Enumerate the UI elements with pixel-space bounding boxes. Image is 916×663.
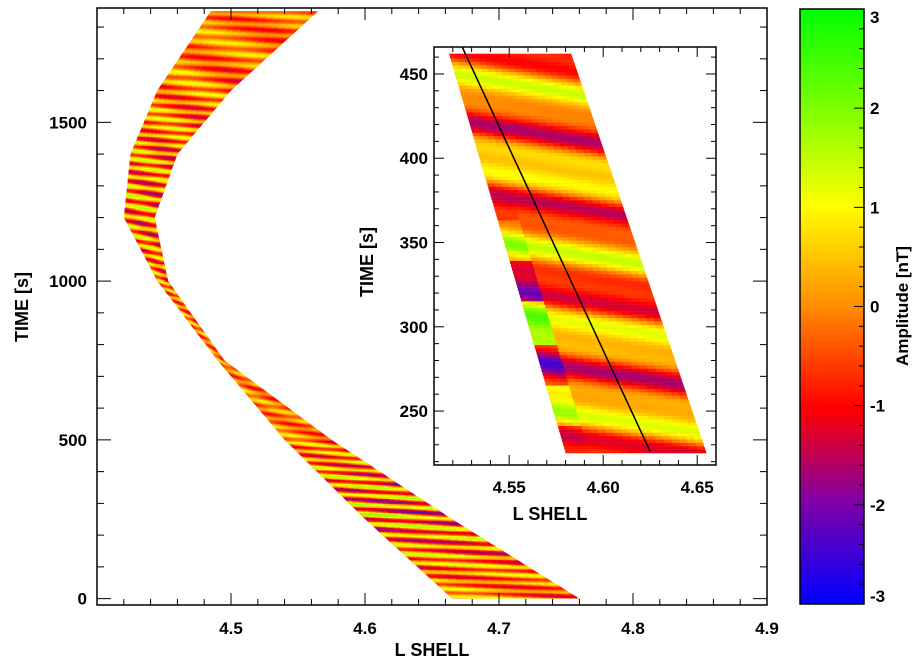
main-heatmap-cell bbox=[201, 326, 203, 331]
main-heatmap-cell bbox=[246, 375, 249, 379]
main-heatmap-cell bbox=[249, 377, 252, 381]
main-heatmap-cell bbox=[170, 282, 172, 286]
main-heatmap-cell bbox=[241, 371, 244, 375]
main-heatmap-cell bbox=[189, 310, 192, 314]
main-heatmap-cell bbox=[179, 296, 182, 300]
main-heatmap-cell bbox=[231, 363, 233, 367]
main-heatmap-cell bbox=[186, 305, 188, 309]
main-heatmap-cell bbox=[203, 329, 205, 333]
main-heatmap-cell bbox=[206, 333, 208, 337]
main-heatmap-cell bbox=[172, 286, 175, 290]
main-heatmap-cell bbox=[189, 309, 191, 313]
main-heatmap-cell bbox=[207, 334, 209, 338]
main-heatmap-cell bbox=[215, 345, 217, 350]
main-heatmap-cell bbox=[233, 365, 235, 369]
main-heatmap-cell bbox=[213, 343, 215, 347]
main-heatmap-cell bbox=[259, 385, 262, 389]
main-heatmap-cell bbox=[253, 380, 256, 384]
main-heatmap-cell bbox=[248, 376, 250, 380]
main-heatmap-cell bbox=[236, 367, 238, 371]
main-heatmap-cell bbox=[182, 300, 185, 304]
main-heatmap-cell bbox=[239, 370, 242, 374]
main-heatmap-cell bbox=[217, 348, 219, 352]
main-heatmap-cell bbox=[209, 338, 212, 342]
main-heatmap-cell bbox=[195, 318, 197, 322]
main-heatmap-cell bbox=[221, 354, 223, 358]
main-heatmap-cell bbox=[191, 312, 194, 317]
main-heatmap-cell bbox=[205, 331, 207, 336]
main-heatmap-cell bbox=[204, 330, 206, 334]
main-heatmap-cell bbox=[216, 347, 218, 351]
main-heatmap-cell bbox=[208, 337, 211, 341]
main-heatmap-cell bbox=[168, 279, 170, 284]
main-heatmap-cell bbox=[198, 323, 201, 327]
main-heatmap-cell bbox=[210, 339, 212, 343]
main-heatmap-cell bbox=[199, 324, 202, 328]
main-heatmap-cell bbox=[190, 311, 193, 315]
main-heatmap-cell bbox=[219, 352, 221, 356]
main-heatmap-cell bbox=[202, 328, 204, 332]
main-heatmap-cell bbox=[184, 302, 186, 306]
main-heatmap-cell bbox=[170, 283, 173, 287]
main-heatmap-cell bbox=[193, 315, 195, 319]
main-heatmap-cell bbox=[175, 290, 177, 294]
main-heatmap-cell bbox=[238, 368, 240, 372]
main-heatmap-cell bbox=[188, 307, 190, 311]
main-heatmap-cell bbox=[196, 319, 198, 323]
main-heatmap-cell bbox=[176, 291, 178, 295]
main-heatmap-cell bbox=[178, 293, 180, 297]
main-heatmap-cell bbox=[228, 361, 230, 365]
main-heatmap-cell bbox=[180, 297, 183, 301]
main-heatmap-cell bbox=[244, 373, 247, 378]
main-heatmap-cell bbox=[220, 353, 222, 357]
main-heatmap-cell bbox=[174, 288, 176, 292]
main-heatmap-cell bbox=[229, 362, 232, 366]
main-heatmap-cell bbox=[234, 366, 237, 370]
main-heatmap-cell bbox=[251, 378, 254, 383]
main-heatmap-cell bbox=[179, 295, 181, 299]
main-heatmap-cell bbox=[217, 349, 220, 353]
main-heatmap-cell bbox=[261, 386, 264, 390]
main-heatmap-cell bbox=[211, 340, 213, 344]
main-heatmap-cell bbox=[200, 325, 203, 329]
main-heatmap-cell bbox=[192, 314, 194, 318]
main-heatmap-cell bbox=[185, 304, 187, 308]
main-heatmap-cell bbox=[214, 344, 216, 348]
main-heatmap-cell bbox=[254, 381, 257, 385]
main-heatmap-cell bbox=[243, 372, 245, 376]
main-heatmap-cell bbox=[258, 384, 261, 388]
main-heatmap-cell bbox=[187, 306, 189, 310]
main-heatmap-band bbox=[123, 11, 580, 599]
main-heatmap-cell bbox=[171, 284, 174, 289]
main-heatmap-cell bbox=[208, 335, 210, 339]
main-heatmap-cell bbox=[218, 351, 221, 355]
main-heatmap-cell bbox=[212, 342, 214, 346]
main-heatmap-cell bbox=[177, 292, 179, 296]
main-heatmap-cell bbox=[181, 298, 184, 303]
main-heatmap-cell bbox=[224, 358, 226, 362]
main-heatmap-cell bbox=[173, 287, 176, 291]
main-heatmap-cell bbox=[183, 301, 185, 305]
main-heatmap-cell bbox=[263, 387, 266, 391]
main-heatmap-cell bbox=[223, 357, 225, 361]
main-heatmap-cell bbox=[169, 281, 171, 285]
main-heatmap-cell bbox=[194, 316, 196, 320]
main-heatmap-cell bbox=[256, 382, 259, 386]
main-heatmap-cell bbox=[197, 320, 199, 324]
main-heatmap-cell bbox=[198, 321, 200, 325]
main-heatmap-cell bbox=[222, 356, 224, 360]
main-heatmap-cell bbox=[226, 359, 228, 364]
